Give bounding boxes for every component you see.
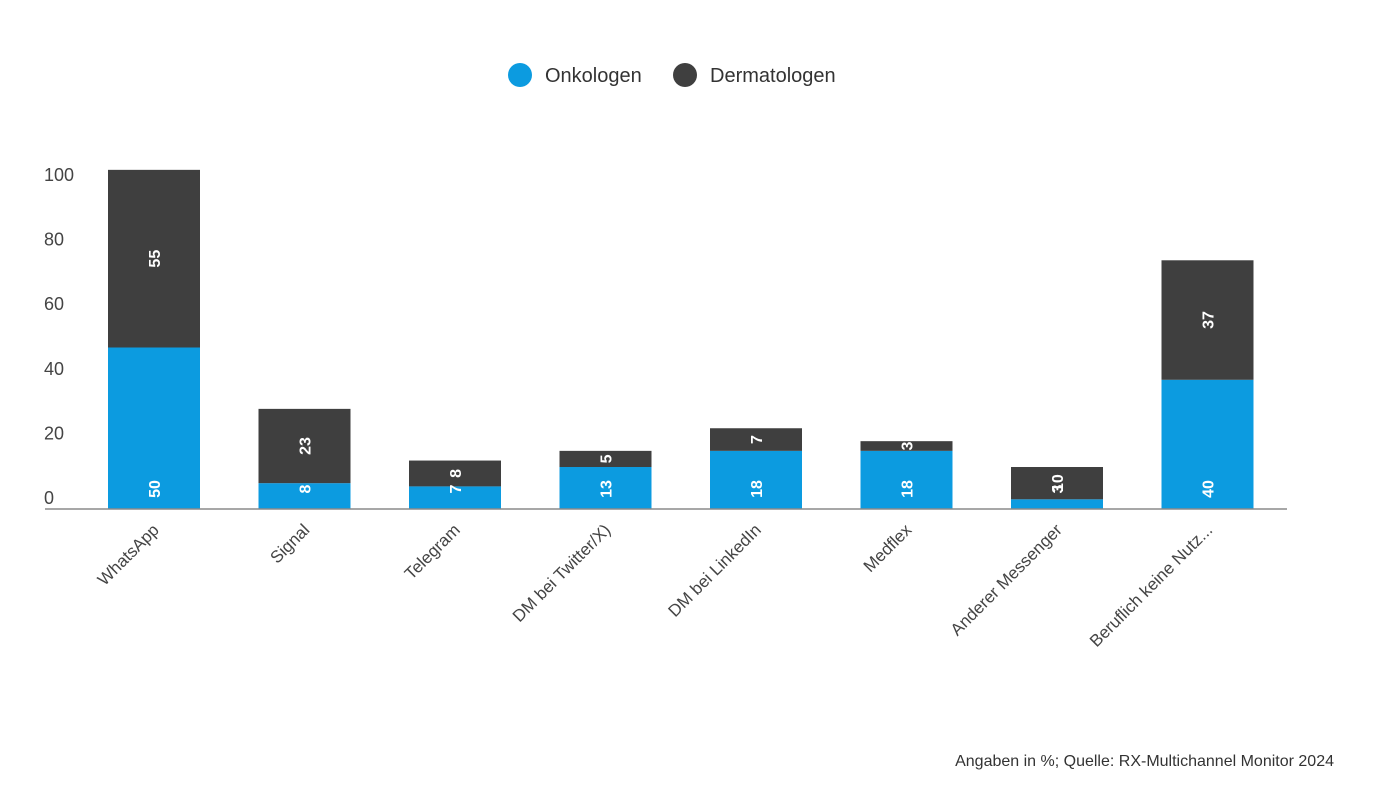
y-tick-label: 100	[44, 165, 74, 185]
x-tick-label: DM bei LinkedIn	[665, 520, 765, 620]
bar-value-label: 13	[599, 480, 616, 498]
bar-value-label: 8	[448, 469, 465, 478]
bar-value-label: 40	[1201, 480, 1218, 498]
legend-label-dermatologen[interactable]: Dermatologen	[710, 65, 836, 87]
x-axis: WhatsApp Signal Telegram DM bei Twitter/X) D…	[94, 520, 1216, 651]
x-tick-label: Beruflich keine Nutz...	[1086, 520, 1216, 650]
x-tick-label: Medflex	[860, 520, 916, 576]
bar-value-label: 3	[1050, 484, 1067, 493]
x-tick-label: DM bei Twitter/X)	[509, 520, 614, 625]
bar-value-label: 8	[298, 484, 315, 493]
bar-onkologen[interactable]	[258, 483, 351, 509]
bars	[108, 169, 1254, 510]
legend-swatch-dermatologen[interactable]	[673, 63, 697, 87]
bar-value-label: 10	[1050, 474, 1067, 492]
bar-value-label: 18	[900, 480, 917, 498]
bar-value-label: 7	[448, 484, 465, 493]
bar-dermatologen[interactable]	[559, 450, 652, 468]
x-tick-label: WhatsApp	[94, 520, 163, 589]
bar-value-label: 50	[147, 480, 164, 498]
y-tick-label: 80	[44, 230, 64, 250]
bar-dermatologen[interactable]	[409, 460, 501, 487]
bar-dermatologen[interactable]	[710, 428, 802, 451]
bar-dermatologen[interactable]	[258, 408, 351, 484]
bar-onkologen[interactable]	[108, 347, 200, 510]
source-note: Angaben in %; Quelle: RX-Multichannel Mo…	[955, 753, 1334, 770]
bar-value-label: 5	[599, 454, 616, 463]
legend-label-onkologen[interactable]: Onkologen	[545, 65, 642, 87]
bar-dermatologen[interactable]	[108, 169, 200, 348]
legend: Onkologen Dermatologen	[508, 63, 836, 87]
bar-onkologen[interactable]	[559, 467, 652, 509]
bar-value-label: 18	[749, 480, 766, 498]
y-tick-label: 40	[44, 359, 64, 379]
bar-value-label: 3	[900, 441, 917, 450]
x-tick-label: Signal	[266, 520, 313, 567]
y-axis: 0 20 40 60 80 100	[44, 165, 74, 508]
bar-dermatologen[interactable]	[860, 441, 953, 451]
bar-dermatologen[interactable]	[1161, 260, 1254, 380]
bar-onkologen[interactable]	[1011, 499, 1103, 509]
bar-value-label: 7	[749, 435, 766, 444]
bar-dermatologen[interactable]	[1011, 467, 1103, 500]
bar-onkologen[interactable]	[409, 486, 501, 509]
x-tick-label: Telegram	[401, 520, 464, 583]
y-tick-label: 60	[44, 294, 64, 314]
y-tick-label: 0	[44, 488, 54, 508]
legend-swatch-onkologen[interactable]	[508, 63, 532, 87]
bar-value-label: 37	[1201, 311, 1218, 329]
x-tick-label: Anderer Messenger	[947, 520, 1066, 639]
bar-onkologen[interactable]	[710, 450, 802, 509]
bar-onkologen[interactable]	[860, 450, 953, 509]
bar-value-label: 23	[298, 437, 315, 455]
bar-onkologen[interactable]	[1161, 379, 1254, 509]
y-tick-label: 20	[44, 423, 64, 443]
bar-value-label: 55	[147, 250, 164, 268]
